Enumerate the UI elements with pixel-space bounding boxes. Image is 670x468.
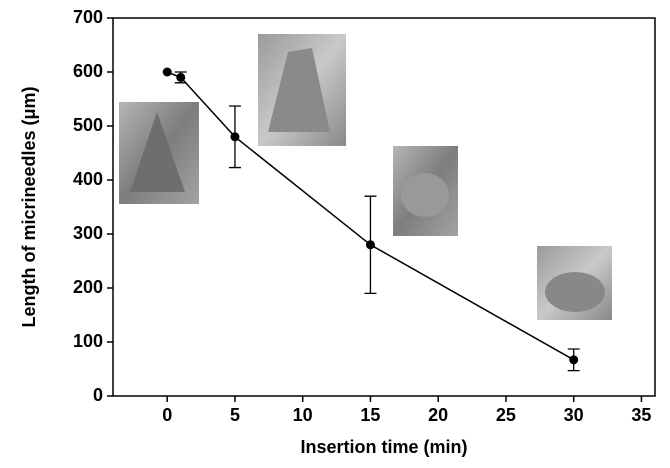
y-tick-label: 500 — [73, 115, 103, 135]
needle-shape — [130, 112, 185, 192]
x-tick-label: 5 — [230, 405, 240, 425]
plot-frame — [112, 17, 656, 397]
x-tick-label: 20 — [428, 405, 448, 425]
y-tick-label: 200 — [73, 277, 103, 297]
sem-images — [119, 34, 612, 320]
data-point — [365, 240, 375, 250]
x-tick-label: 25 — [496, 405, 516, 425]
needle-shape — [268, 48, 330, 132]
y-tick-label: 300 — [73, 223, 103, 243]
x-tick-label: 15 — [360, 405, 380, 425]
data-point — [162, 67, 172, 77]
needle-shape — [401, 173, 449, 217]
y-tick-label: 600 — [73, 61, 103, 81]
x-tick-label: 35 — [631, 405, 651, 425]
data-point — [569, 355, 579, 365]
y-tick-label: 0 — [93, 385, 103, 405]
x-tick-label: 30 — [564, 405, 584, 425]
y-tick-label: 700 — [73, 7, 103, 27]
y-tick-label: 100 — [73, 331, 103, 351]
y-axis-title: Length of micrineedles (μm) — [19, 86, 39, 327]
x-tick-label: 10 — [293, 405, 313, 425]
data-point — [176, 72, 186, 82]
x-tick-label: 0 — [162, 405, 172, 425]
y-tick-label: 400 — [73, 169, 103, 189]
needle-shape — [545, 272, 605, 312]
x-axis-title: Insertion time (min) — [300, 437, 467, 457]
data-point — [230, 132, 240, 142]
